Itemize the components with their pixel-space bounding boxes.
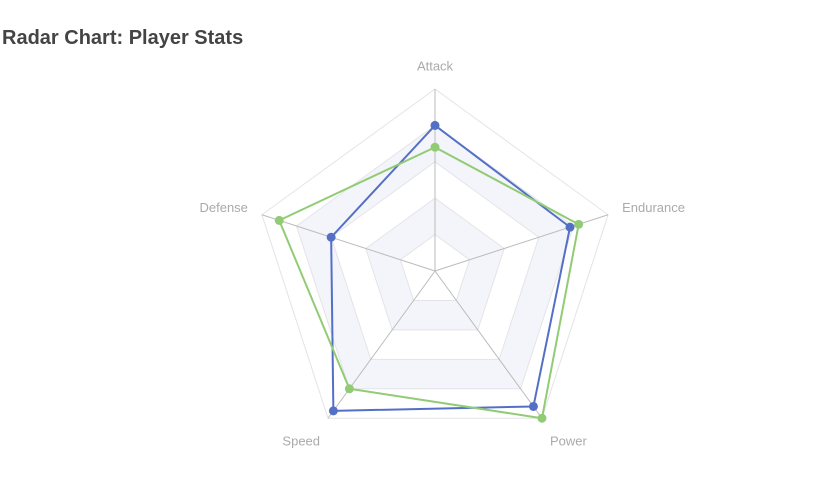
axis-label-attack: Attack: [417, 58, 454, 73]
axis-line-defense: [261, 214, 436, 272]
axis-label-speed: Speed: [282, 434, 320, 449]
axis-label-endurance: Endurance: [622, 200, 685, 215]
series-1: [326, 120, 575, 416]
series-1-point-power[interactable]: [528, 401, 538, 411]
series-2-point-defense[interactable]: [274, 215, 284, 225]
series-2-point-power[interactable]: [537, 413, 547, 423]
split-line-3: [330, 161, 540, 360]
split-line-1: [399, 233, 471, 301]
series-1-point-attack[interactable]: [430, 120, 440, 130]
axis-labels: Attack Endurance Power Speed Defense: [199, 58, 684, 448]
chart-title: Radar Chart: Player Stats: [2, 27, 244, 49]
axis-line-power: [434, 270, 543, 419]
series-2-point-attack[interactable]: [430, 142, 440, 152]
split-line-5: [261, 88, 609, 419]
series-1-point-defense[interactable]: [326, 232, 336, 242]
series-2-point-endurance[interactable]: [574, 219, 584, 229]
series-1-point-speed[interactable]: [328, 406, 338, 416]
split-line-2: [365, 197, 505, 331]
series-2-point-speed[interactable]: [344, 384, 354, 394]
axis-label-power: Power: [550, 434, 588, 449]
series-1-line: [330, 124, 572, 412]
series-2: [274, 142, 584, 423]
axis-label-defense: Defense: [199, 200, 247, 215]
series-layer: [274, 120, 584, 423]
series-2-line: [278, 146, 580, 420]
axis-line-speed: [327, 270, 436, 419]
series-1-point-endurance[interactable]: [565, 222, 575, 232]
